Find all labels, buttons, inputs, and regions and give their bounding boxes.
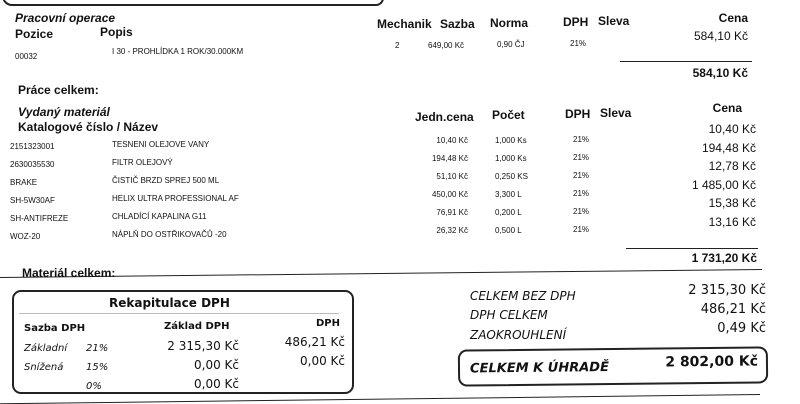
labor-rate: 649,00 Kč <box>428 41 465 50</box>
material-name: CHLADÍCÍ KAPALINA G11 <box>112 212 207 221</box>
material-vat: 21% <box>573 153 590 162</box>
vat-base: 0,00 Kč <box>194 358 239 372</box>
material-subtotal-divider <box>626 248 758 249</box>
material-vat: 21% <box>573 189 590 198</box>
labor-price: 584,10 Kč <box>693 29 748 43</box>
col-rate: Sazba <box>440 17 475 31</box>
rounding: 0,49 Kč <box>717 321 766 336</box>
total-vat: 486,21 Kč <box>700 302 766 317</box>
material-code: 2151323001 <box>10 142 55 151</box>
material-qty: 0,250 KS <box>495 172 528 181</box>
vat-base: 0,00 Kč <box>194 377 239 391</box>
vat-recap-divider <box>19 313 339 314</box>
material-vat: 21% <box>573 135 590 144</box>
labor-vat: 21% <box>570 39 587 48</box>
vat-rate: 15% <box>86 362 109 373</box>
material-price: 15,38 Kč <box>708 196 756 210</box>
material-unit-price: 194,48 Kč <box>431 154 468 163</box>
material-unit-price: 51,10 Kč <box>436 172 468 181</box>
col-position: Pozice <box>15 27 54 41</box>
labor-norm: 0,90 ČJ <box>497 40 525 49</box>
material-qty: 0,500 L <box>495 226 522 235</box>
material-name: HELIX ULTRA PROFESSIONAL AF <box>112 194 239 203</box>
material-qty: 3,300 L <box>495 190 522 199</box>
material-name: TESNENI OLEJOVE VANY <box>112 140 210 149</box>
material-qty: 0,200 L <box>495 208 522 217</box>
vat-rate: 0% <box>86 381 102 392</box>
col-code-name: Katalogové číslo / Název <box>18 120 159 134</box>
labor-subtotal: 584,10 Kč <box>692 66 748 80</box>
vat-rate: 21% <box>86 343 109 354</box>
material-price: 12,78 Kč <box>708 159 756 173</box>
vat-rate-name: Základní <box>24 343 68 354</box>
material-vat: 21% <box>573 171 590 180</box>
labor-mechanic: 2 <box>395 41 400 50</box>
material-code: SH-ANTIFREZE <box>10 214 69 223</box>
material-code: SH-5W30AF <box>10 196 55 205</box>
material-name: NÁPLŇ DO OSTŘIKOVAČŮ -20 <box>112 230 227 239</box>
vat-col-vat: DPH <box>316 318 340 329</box>
amount-due-label: CELKEM K ÚHRADĚ <box>469 360 609 377</box>
col-vat: DPH <box>563 15 589 29</box>
material-price: 13,16 Kč <box>708 214 756 229</box>
col-norm: Norma <box>490 16 529 30</box>
material-total-label: Materiál celkem: <box>22 266 116 280</box>
labor-subtotal-divider <box>620 61 752 62</box>
col-description: Popis <box>100 25 133 39</box>
material-code: WOZ-20 <box>10 232 41 241</box>
vat-col-rate: Sazba DPH <box>24 323 86 334</box>
vat-col-base: Základ DPH <box>164 321 230 332</box>
header-box-edge <box>2 0 384 6</box>
material-unit-price: 450,00 Kč <box>431 190 468 199</box>
col-discount: Sleva <box>600 106 632 120</box>
material-unit-price: 26,32 Kč <box>436 226 468 235</box>
material-qty: 1,000 Ks <box>495 136 527 145</box>
material-section-title: Vydaný materiál <box>18 105 110 119</box>
material-price: 1 485,00 Kč <box>691 177 756 192</box>
col-discount: Sleva <box>598 14 630 28</box>
material-unit-price: 10,40 Kč <box>436 136 468 145</box>
material-price: 10,40 Kč <box>708 122 756 136</box>
vat-amount: 0,00 Kč <box>300 354 345 368</box>
material-code: BRAKE <box>10 178 38 187</box>
amount-due: 2 802,00 Kč <box>665 353 759 371</box>
material-price: 194,48 Kč <box>701 140 756 155</box>
labor-section-title: Pracovní operace <box>15 11 116 25</box>
material-name: FILTR OLEJOVÝ <box>112 158 173 167</box>
labor-total-label: Práce celkem: <box>18 83 99 97</box>
labor-description: I 30 - PROHLÍDKA 1 ROK/30.000KM <box>112 47 244 56</box>
material-subtotal: 1 731,20 Kč <box>691 251 757 265</box>
labor-position: 00032 <box>15 52 38 61</box>
material-name: ČISTIČ BRZD SPREJ 500 ML <box>112 176 220 185</box>
col-vat: DPH <box>565 107 591 121</box>
col-qty: Počet <box>492 108 525 122</box>
col-price: Cena <box>712 101 742 115</box>
bottom-divider <box>0 394 761 404</box>
total-vat-label: DPH CELKEM <box>470 308 548 322</box>
col-unit-price: Jedn.cena <box>415 110 474 124</box>
rounding-label: ZAOKROUHLENÍ <box>470 328 567 342</box>
vat-base: 2 315,30 Kč <box>167 339 239 353</box>
material-qty: 1,000 Ks <box>495 154 527 163</box>
material-vat: 21% <box>573 207 590 216</box>
col-price: Cena <box>718 11 748 25</box>
material-unit-price: 76,91 Kč <box>436 208 468 217</box>
material-code: 2630035530 <box>10 160 55 169</box>
vat-rate-name: Snížená <box>24 362 64 373</box>
vat-recap-box: Rekapitulace DPH Sazba DPH Základ DPH DP… <box>12 290 354 394</box>
amount-due-box: CELKEM K ÚHRADĚ 2 802,00 Kč <box>457 346 769 387</box>
total-without-vat: 2 315,30 Kč <box>688 283 766 298</box>
vat-amount: 486,21 Kč <box>284 335 345 349</box>
vat-recap-title: Rekapitulace DPH <box>109 296 230 310</box>
col-mechanic: Mechanik <box>377 17 432 31</box>
material-vat: 21% <box>573 225 590 234</box>
total-without-vat-label: CELKEM BEZ DPH <box>470 289 576 303</box>
